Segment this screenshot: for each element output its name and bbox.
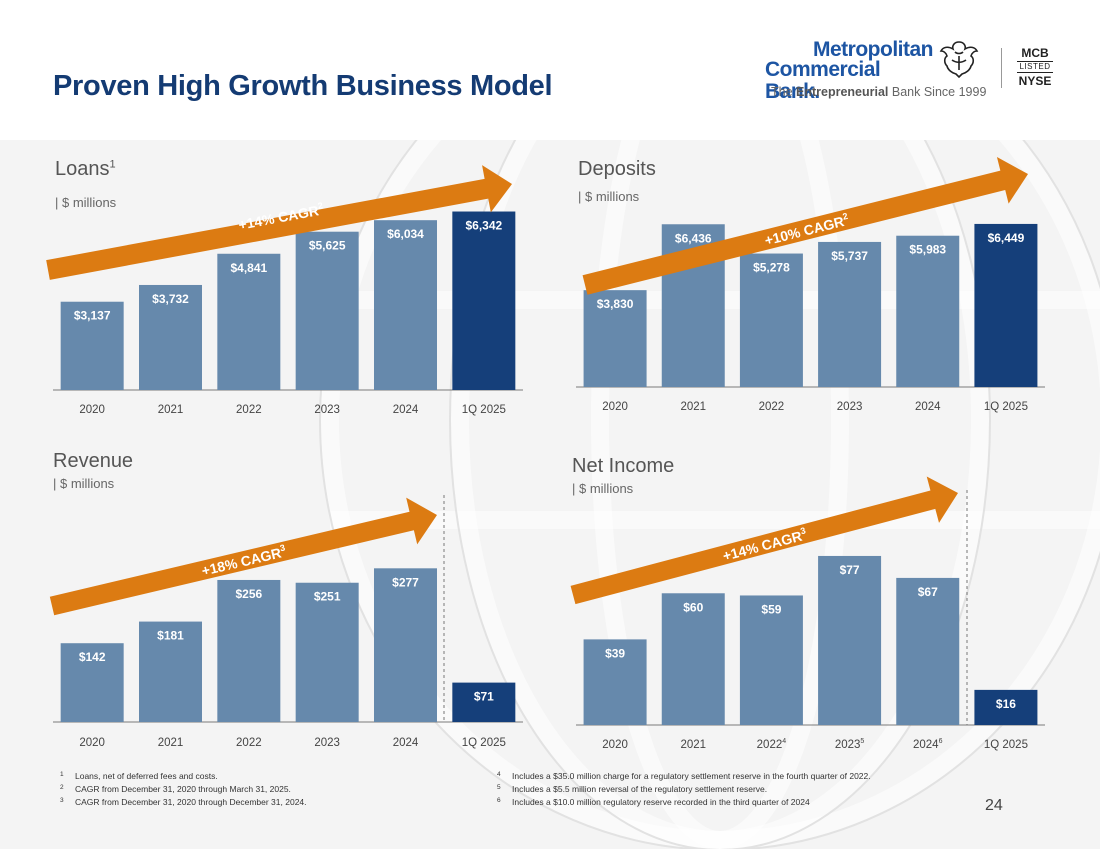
x-tick-label: 1Q 2025 (462, 737, 506, 749)
chart-unit-label: | $ millions (55, 195, 117, 210)
logo-name-line1: Metropolitan (813, 38, 934, 61)
bar (896, 577, 960, 725)
cagr-arrow (46, 165, 513, 280)
bar-value-label: $3,830 (597, 297, 634, 311)
x-tick-label: 2021 (680, 739, 706, 751)
bar (583, 290, 647, 387)
x-tick-label: 2022 (236, 404, 262, 416)
nyse-listing-badge: MCB LISTED NYSE (1017, 46, 1053, 88)
bar (583, 639, 647, 725)
chart-unit-label: | $ millions (578, 189, 640, 204)
bar-value-label: $5,737 (831, 249, 868, 263)
bar-value-label: $5,625 (309, 239, 346, 253)
x-tick-label: 2024 (393, 404, 419, 416)
logo-tagline: The Entrepreneurial Bank Since 1999 (771, 85, 987, 99)
bar (295, 582, 359, 722)
bar (452, 211, 516, 390)
cagr-label: +14% CAGR3 (721, 525, 809, 564)
bar-value-label: $277 (392, 575, 419, 589)
bar-value-label: $6,034 (387, 227, 424, 241)
bar-value-label: $39 (605, 646, 625, 660)
cagr-arrow (582, 157, 1028, 295)
bar-value-label: $77 (840, 563, 860, 577)
bar-value-label: $5,983 (909, 243, 946, 257)
x-tick-label: 1Q 2025 (984, 401, 1028, 413)
bar-value-label: $3,732 (152, 292, 189, 306)
x-tick-label: 20246 (913, 738, 943, 751)
x-tick-label: 2023 (314, 737, 340, 749)
bar (739, 253, 803, 387)
bar-value-label: $16 (996, 697, 1016, 711)
x-tick-label: 2021 (158, 737, 184, 749)
bar-value-label: $6,342 (465, 219, 502, 233)
bar (818, 241, 882, 387)
bar-value-label: $4,841 (230, 261, 267, 275)
x-tick-label: 2020 (79, 404, 105, 416)
page-title: Proven High Growth Business Model (53, 70, 553, 102)
x-tick-label: 2023 (837, 401, 863, 413)
chart-unit-label: | $ millions (53, 476, 115, 491)
bar (974, 223, 1038, 387)
x-tick-label: 2021 (158, 404, 184, 416)
x-tick-label: 1Q 2025 (984, 739, 1028, 751)
bar-value-label: $3,137 (74, 309, 111, 323)
bar-value-label: $67 (918, 585, 938, 599)
logo-divider (1001, 48, 1002, 88)
bar (452, 682, 516, 722)
x-tick-label: 1Q 2025 (462, 404, 506, 416)
bar (896, 235, 960, 387)
bar (295, 231, 359, 390)
logo-name-line2: Commercial Bank. (765, 58, 881, 103)
bar-value-label: $142 (79, 650, 106, 664)
x-tick-label: 2020 (602, 401, 628, 413)
page-number: 24 (985, 797, 1003, 814)
bar-value-label: $251 (314, 590, 341, 604)
bar-value-label: $71 (474, 690, 494, 704)
bar (217, 253, 281, 390)
x-tick-label: 2021 (680, 401, 706, 413)
bar (139, 621, 202, 722)
eagle-icon (939, 41, 979, 79)
bar (374, 220, 437, 390)
x-tick-label: 20224 (757, 738, 787, 751)
bar (974, 689, 1038, 725)
company-logo: Metropolitan Commercial Bank. The Entrep… (765, 36, 1075, 106)
x-tick-label: 2022 (236, 737, 262, 749)
header-band (0, 0, 1100, 140)
bar-value-label: $59 (761, 602, 781, 616)
bar (374, 568, 437, 722)
bar-value-label: $5,278 (753, 261, 790, 275)
x-tick-label: 2020 (602, 739, 628, 751)
x-tick-label: 2024 (393, 737, 419, 749)
bar (60, 643, 124, 722)
chart-title: Loans1 (55, 158, 116, 180)
x-tick-label: 2024 (915, 401, 941, 413)
x-tick-label: 2023 (314, 404, 340, 416)
x-tick-label: 20235 (835, 738, 865, 751)
x-tick-label: 2022 (759, 401, 785, 413)
bar (818, 555, 882, 725)
chart-title: Net Income (572, 455, 675, 477)
bar (139, 284, 202, 390)
chart-title: Deposits (578, 158, 656, 180)
chart-title: Revenue (53, 450, 134, 472)
bar-value-label: $256 (235, 587, 262, 601)
cagr-arrow (570, 476, 958, 605)
bar (217, 579, 281, 722)
bar-value-label: $6,449 (988, 231, 1025, 245)
bar-value-label: $181 (157, 629, 184, 643)
bar (661, 593, 725, 725)
x-tick-label: 2020 (79, 737, 105, 749)
cagr-arrow (49, 497, 437, 616)
bar-value-label: $60 (683, 600, 703, 614)
bar (60, 301, 124, 390)
bar-value-label: $6,436 (675, 231, 712, 245)
bar (739, 595, 803, 725)
chart-unit-label: | $ millions (572, 481, 634, 496)
